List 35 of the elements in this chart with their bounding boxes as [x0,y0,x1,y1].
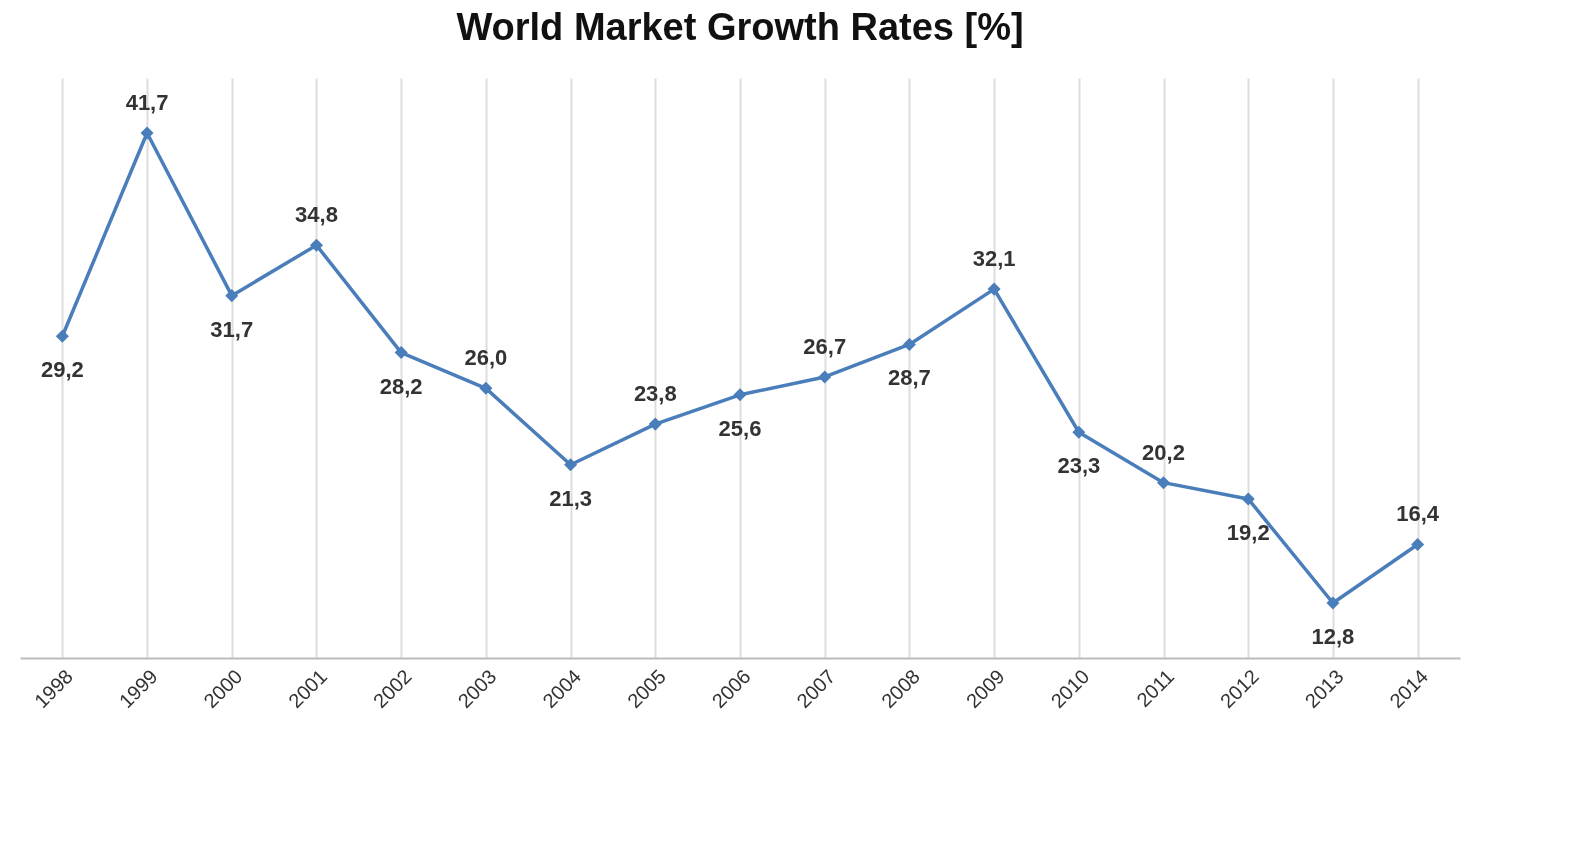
point [394,346,408,360]
point [1326,596,1340,610]
data-label: 34,8 [295,202,338,228]
point [479,381,493,395]
data-label: 25,6 [718,415,762,441]
point [1411,537,1425,551]
data-label: 41,7 [125,90,169,115]
data-label: 23,8 [633,381,677,407]
point [1241,492,1255,506]
data-label: 20,2 [1142,439,1185,465]
point [733,388,747,402]
data-label: 12,8 [1311,624,1355,649]
data-label: 29,2 [40,357,84,383]
data-label: 26,7 [803,333,847,359]
point [140,126,154,140]
data-label: 32,1 [972,246,1016,272]
data-label: 23,3 [1057,453,1101,479]
data-label: 28,2 [379,373,423,399]
chart-title: World Market Growth Rates [%] [456,6,1024,48]
data-label: 31,7 [210,316,254,342]
data-label: 21,3 [549,485,592,511]
point [902,337,916,351]
point [309,238,323,252]
data-label: 26,0 [464,345,508,371]
data-label: 28,7 [888,365,931,391]
data-label: 19,2 [1226,519,1270,545]
point [225,289,239,303]
point [648,417,662,431]
data-label: 16,4 [1396,501,1440,527]
point [55,329,69,343]
point [1157,476,1171,490]
point [1072,425,1086,439]
point [564,458,578,472]
point [987,282,1001,296]
point [818,370,832,384]
